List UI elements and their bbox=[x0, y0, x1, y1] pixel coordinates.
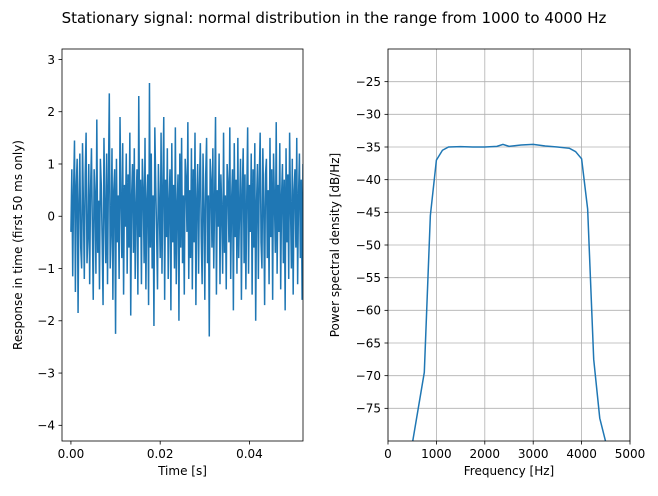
y-tick-label: −40 bbox=[356, 173, 381, 187]
y-tick-label: −25 bbox=[356, 75, 381, 89]
time-plot-y-ticks: −4 −3 −2 −1 0 1 2 3 bbox=[37, 53, 62, 433]
y-tick-label: −3 bbox=[37, 366, 55, 380]
y-tick-label: −75 bbox=[356, 402, 381, 416]
y-tick-label: 0 bbox=[47, 210, 55, 224]
x-tick-label: 0.02 bbox=[147, 447, 174, 461]
y-tick-label: −55 bbox=[356, 271, 381, 285]
psd-series-line bbox=[411, 143, 607, 441]
y-tick-label: 2 bbox=[47, 105, 55, 119]
y-tick-label: −35 bbox=[356, 140, 381, 154]
y-tick-label: −4 bbox=[37, 419, 55, 433]
y-tick-label: −2 bbox=[37, 314, 55, 328]
y-tick-label: 1 bbox=[47, 157, 55, 171]
x-tick-label: 1000 bbox=[421, 447, 452, 461]
psd-plot-data-area bbox=[411, 143, 607, 441]
time-plot-y-label: Response in time (first 50 ms only) bbox=[11, 140, 25, 350]
figure-title: Stationary signal: normal distribution i… bbox=[62, 9, 607, 27]
psd-plot-y-label: Power spectral density [dB/Hz] bbox=[328, 153, 342, 337]
y-tick-label: −70 bbox=[356, 369, 381, 383]
time-plot-x-label: Time [s] bbox=[157, 464, 207, 478]
x-tick-label: 2000 bbox=[470, 447, 501, 461]
y-tick-label: −1 bbox=[37, 262, 55, 276]
x-tick-label: 5000 bbox=[615, 447, 646, 461]
time-series-line bbox=[70, 82, 303, 337]
psd-plot-y-ticks: −75 −70 −65 −60 −55 −50 −45 −40 −35 −30 −25 bbox=[356, 75, 388, 416]
y-tick-label: −45 bbox=[356, 206, 381, 220]
y-tick-label: −50 bbox=[356, 238, 381, 252]
x-tick-label: 0.04 bbox=[236, 447, 263, 461]
time-plot-x-ticks: 0.00 0.02 0.04 bbox=[58, 441, 263, 461]
psd-plot-x-ticks: 0 1000 2000 3000 4000 5000 bbox=[384, 441, 645, 461]
y-tick-label: −65 bbox=[356, 336, 381, 350]
y-tick-label: −60 bbox=[356, 304, 381, 318]
psd-plot: 0 1000 2000 3000 4000 5000 −75 −70 −65 −60 −55 −50… bbox=[328, 48, 645, 478]
psd-plot-x-label: Frequency [Hz] bbox=[464, 464, 555, 478]
x-tick-label: 0 bbox=[384, 447, 392, 461]
time-plot-frame bbox=[61, 48, 304, 442]
x-tick-label: 0.00 bbox=[58, 447, 85, 461]
time-response-plot: 0.00 0.02 0.04 −4 −3 −2 −1 0 1 2 3 Time [s] Respo… bbox=[11, 48, 304, 478]
y-tick-label: 3 bbox=[47, 53, 55, 67]
x-tick-label: 3000 bbox=[518, 447, 549, 461]
y-tick-label: −30 bbox=[356, 108, 381, 122]
x-tick-label: 4000 bbox=[566, 447, 597, 461]
